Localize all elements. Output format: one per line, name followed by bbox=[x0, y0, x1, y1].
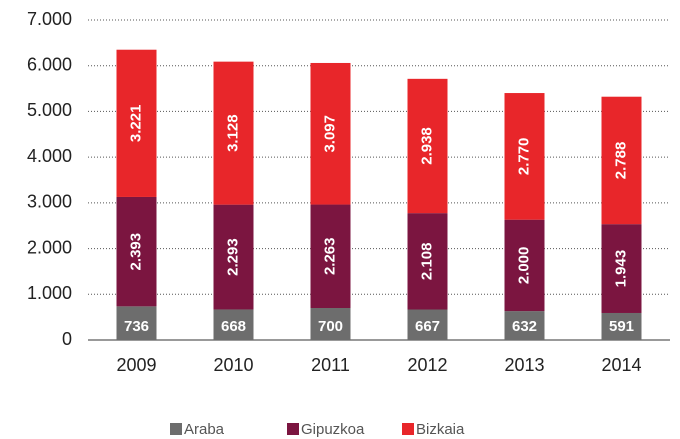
bar-segment bbox=[601, 312, 642, 340]
data-label: 2.263 bbox=[321, 238, 338, 276]
y-tick-label: 4.000 bbox=[27, 146, 72, 166]
y-tick-label: 0 bbox=[62, 329, 72, 349]
bar-segment bbox=[116, 306, 157, 340]
data-label: 736 bbox=[124, 318, 149, 335]
y-tick-label: 3.000 bbox=[27, 192, 72, 212]
data-label: 2.788 bbox=[612, 142, 629, 180]
bar-segment bbox=[504, 311, 545, 340]
legend-swatch bbox=[170, 423, 182, 435]
bar-segment bbox=[213, 61, 254, 205]
y-tick-label: 1.000 bbox=[27, 283, 72, 303]
data-label: 2.293 bbox=[224, 238, 241, 276]
bar-segment bbox=[407, 78, 448, 214]
bar-segment bbox=[504, 219, 545, 312]
data-label: 668 bbox=[221, 318, 246, 335]
data-label: 3.097 bbox=[321, 115, 338, 153]
legend-label: Araba bbox=[184, 421, 225, 438]
bar-segment bbox=[601, 96, 642, 225]
bar-segment bbox=[601, 224, 642, 313]
bar-segment bbox=[116, 196, 157, 307]
y-tick-label: 6.000 bbox=[27, 54, 72, 74]
x-tick-label: 2009 bbox=[116, 355, 156, 375]
bar-segment bbox=[407, 309, 448, 340]
data-label: 3.221 bbox=[127, 105, 144, 143]
data-label: 3.128 bbox=[224, 114, 241, 152]
data-label: 1.943 bbox=[612, 250, 629, 288]
x-tick-label: 2010 bbox=[213, 355, 253, 375]
bar-segment bbox=[213, 204, 254, 310]
y-tick-label: 7.000 bbox=[27, 9, 72, 29]
bar-segment bbox=[116, 49, 157, 197]
legend-swatch bbox=[287, 423, 299, 435]
bar-segment bbox=[213, 309, 254, 340]
y-tick-label: 2.000 bbox=[27, 237, 72, 257]
data-label: 591 bbox=[609, 318, 634, 335]
y-tick-label: 5.000 bbox=[27, 100, 72, 120]
x-tick-label: 2012 bbox=[407, 355, 447, 375]
data-label: 2.108 bbox=[418, 243, 435, 281]
legend-swatch bbox=[402, 423, 414, 435]
data-label: 2.938 bbox=[418, 127, 435, 165]
bar-segment bbox=[310, 204, 351, 308]
data-label: 632 bbox=[512, 318, 537, 335]
data-label: 2.000 bbox=[515, 247, 532, 285]
x-tick-label: 2013 bbox=[504, 355, 544, 375]
bar-segment bbox=[407, 213, 448, 310]
data-label: 2.770 bbox=[515, 138, 532, 176]
legend-label: Bizkaia bbox=[416, 421, 465, 438]
legend-label: Gipuzkoa bbox=[301, 421, 365, 438]
bar-segment bbox=[310, 62, 351, 205]
bar-segment bbox=[504, 93, 545, 220]
data-label: 667 bbox=[415, 318, 440, 335]
x-tick-label: 2014 bbox=[601, 355, 641, 375]
data-label: 2.393 bbox=[127, 233, 144, 271]
data-label: 700 bbox=[318, 318, 343, 335]
bar-segment bbox=[310, 308, 351, 340]
x-tick-label: 2011 bbox=[311, 355, 350, 375]
